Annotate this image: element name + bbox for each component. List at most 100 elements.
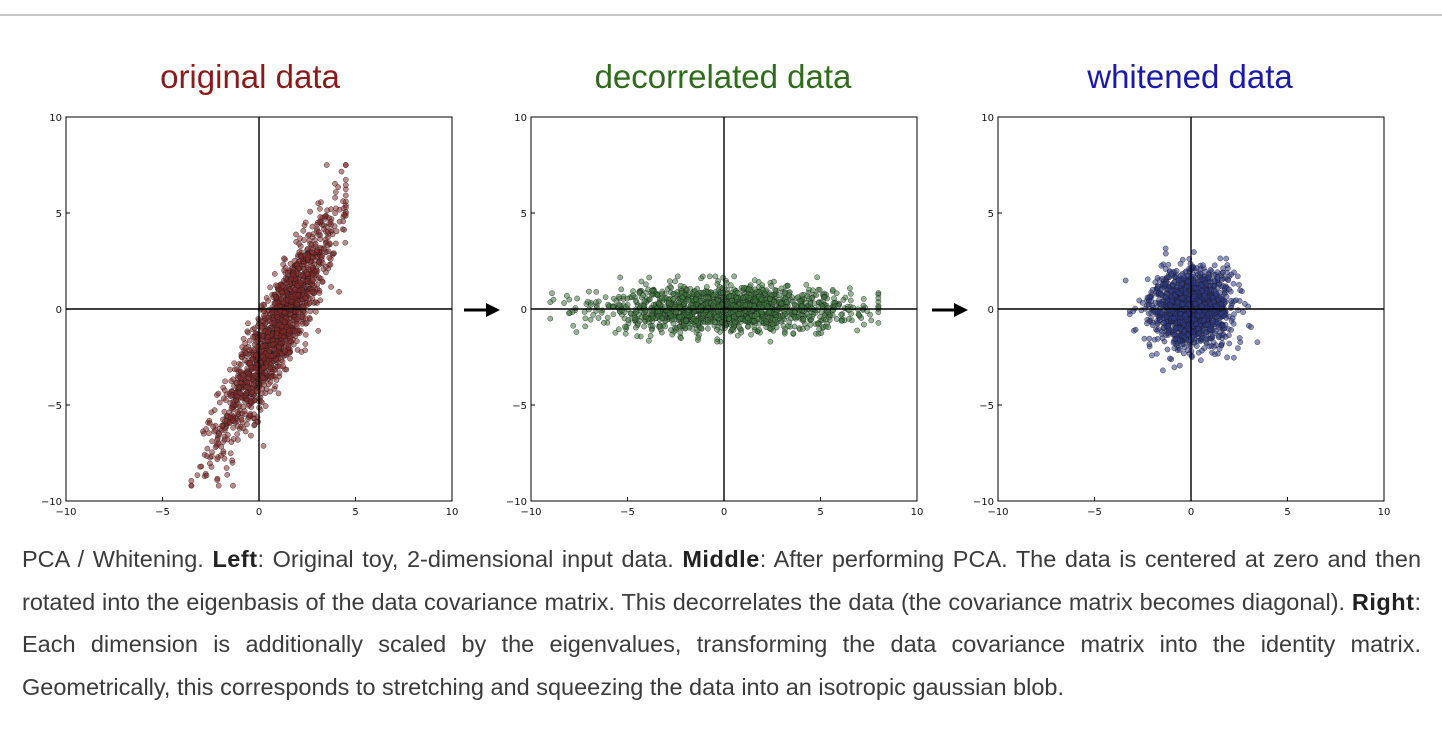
data-point — [694, 291, 700, 298]
data-point — [274, 330, 280, 336]
data-point — [221, 436, 228, 443]
data-point — [705, 325, 711, 332]
data-point — [276, 370, 283, 376]
data-point — [314, 247, 320, 253]
data-point — [250, 381, 257, 388]
data-point — [215, 390, 222, 397]
data-point — [295, 292, 302, 299]
plot-whitened: −10 −5 0 5 10 10 5 0 −5 −10 — [972, 100, 1412, 535]
data-point — [672, 278, 678, 285]
data-point — [259, 324, 265, 331]
y-tick-label: −5 — [512, 401, 527, 412]
data-point — [670, 291, 677, 297]
data-point — [657, 323, 663, 330]
y-tick-label: 5 — [56, 209, 62, 220]
data-point — [259, 343, 266, 349]
data-point — [1149, 352, 1155, 359]
data-point — [236, 384, 242, 391]
data-point — [206, 430, 212, 437]
data-point — [665, 300, 672, 306]
data-point — [247, 359, 253, 366]
data-point — [1174, 298, 1181, 305]
data-point — [1237, 287, 1244, 294]
data-point — [294, 316, 301, 323]
data-point — [293, 231, 299, 238]
data-point — [1199, 287, 1205, 294]
data-point — [314, 219, 321, 226]
data-point — [771, 278, 777, 285]
data-point — [235, 389, 242, 396]
data-point — [248, 432, 254, 439]
data-point — [692, 296, 699, 303]
data-point — [549, 290, 555, 297]
data-point — [230, 376, 237, 383]
data-point — [284, 269, 291, 276]
data-point — [780, 323, 787, 329]
data-point — [778, 300, 785, 307]
data-point — [695, 334, 702, 341]
data-point — [292, 328, 298, 334]
data-point — [217, 452, 224, 459]
data-point — [1173, 324, 1180, 331]
data-point — [215, 440, 222, 447]
data-point — [331, 250, 337, 257]
data-point — [762, 290, 769, 297]
data-point — [799, 326, 806, 332]
data-point — [304, 246, 311, 252]
data-point — [312, 308, 319, 315]
data-point — [1202, 330, 1209, 336]
data-point — [259, 332, 266, 339]
data-point — [678, 289, 685, 296]
data-point — [1153, 350, 1160, 357]
data-point — [269, 341, 276, 348]
data-point — [775, 292, 782, 299]
x-tick-label: 0 — [256, 507, 262, 518]
data-point — [326, 240, 333, 247]
data-point — [767, 295, 773, 302]
data-point — [1226, 332, 1232, 339]
chart-title-whitened: whitened data — [1087, 58, 1293, 95]
data-point — [1171, 364, 1178, 371]
x-tick-label: 5 — [817, 507, 823, 518]
data-point — [288, 276, 294, 283]
data-point — [773, 324, 780, 331]
data-point — [283, 324, 290, 330]
data-point — [630, 292, 637, 299]
data-point — [679, 294, 686, 301]
data-point — [211, 428, 218, 435]
data-point — [1144, 320, 1150, 327]
data-point — [197, 463, 203, 470]
data-point — [332, 194, 338, 201]
data-point — [1230, 280, 1237, 287]
data-point — [1227, 305, 1234, 311]
data-point — [1236, 335, 1243, 341]
data-point — [602, 294, 609, 301]
data-point — [573, 329, 580, 335]
data-point — [240, 372, 246, 379]
data-point — [622, 330, 629, 337]
data-point — [825, 309, 831, 315]
data-point — [208, 464, 215, 470]
data-point — [720, 289, 726, 296]
data-point — [1158, 262, 1165, 269]
data-point — [245, 402, 252, 409]
data-point — [1212, 327, 1219, 334]
data-point — [716, 284, 723, 290]
data-point — [323, 162, 330, 168]
right-arrow-icon — [464, 303, 500, 317]
data-point — [677, 329, 684, 336]
data-point — [1184, 347, 1191, 353]
data-point — [1193, 343, 1200, 349]
data-point — [332, 189, 339, 195]
data-point — [666, 310, 673, 316]
data-point — [1219, 340, 1225, 346]
data-point — [297, 243, 304, 250]
data-point — [272, 383, 279, 390]
data-point — [731, 273, 738, 280]
data-point — [1217, 311, 1224, 317]
data-point — [1185, 295, 1192, 302]
data-point — [587, 316, 594, 323]
data-point — [307, 208, 313, 215]
y-tick-label: 5 — [988, 209, 994, 220]
data-point — [574, 295, 581, 302]
